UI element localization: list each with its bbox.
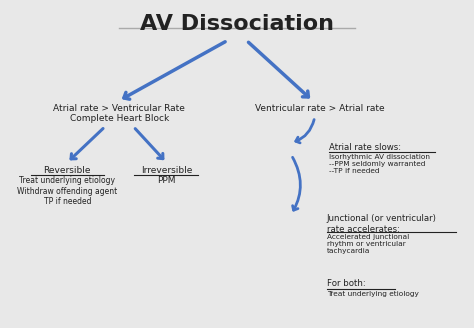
Text: AV Dissociation: AV Dissociation <box>140 14 334 34</box>
Text: Atrial rate > Ventricular Rate
Complete Heart Block: Atrial rate > Ventricular Rate Complete … <box>53 104 185 123</box>
Text: Accelerated junctional
rhythm or ventricular
tachycardia: Accelerated junctional rhythm or ventric… <box>327 234 409 254</box>
Text: Isorhythmic AV dissociation
--PPM seldomly warranted
--TP if needed: Isorhythmic AV dissociation --PPM seldom… <box>329 154 430 174</box>
Text: Atrial rate slows:: Atrial rate slows: <box>329 143 401 152</box>
Text: For both:: For both: <box>327 279 365 288</box>
Text: Reversible: Reversible <box>44 166 91 174</box>
Text: PPM: PPM <box>157 176 175 185</box>
Text: Ventricular rate > Atrial rate: Ventricular rate > Atrial rate <box>255 104 384 113</box>
Text: Irreversible: Irreversible <box>141 166 192 174</box>
Text: Treat underlying etiology: Treat underlying etiology <box>327 291 419 297</box>
Text: Treat underlying etiology
Withdraw offending agent
TP if needed: Treat underlying etiology Withdraw offen… <box>17 176 118 206</box>
Text: Junctional (or ventricular)
rate accelerates:: Junctional (or ventricular) rate acceler… <box>327 215 437 234</box>
